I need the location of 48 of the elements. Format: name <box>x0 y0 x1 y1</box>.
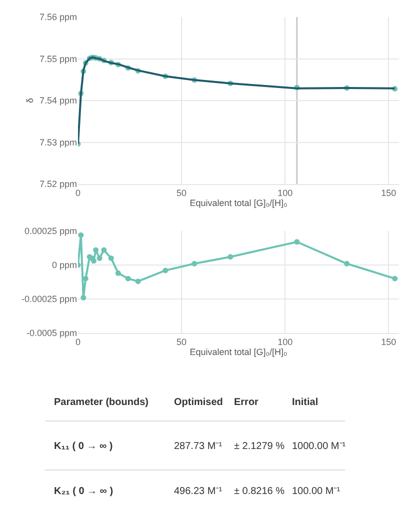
y-axis-title: δ <box>24 98 35 104</box>
point <box>135 278 141 284</box>
point <box>162 268 168 274</box>
x-tick-label: 150 <box>381 336 396 347</box>
point <box>96 255 102 261</box>
y-tick-label: 7.53 ppm <box>39 137 77 148</box>
y-tick-label: 7.56 ppm <box>39 12 77 22</box>
text: 100.00 M⁻¹ <box>292 486 341 497</box>
y-tick-label: 0.00025 ppm <box>24 226 77 236</box>
point <box>101 247 107 253</box>
point <box>125 276 131 282</box>
point <box>115 270 121 276</box>
point <box>392 276 398 282</box>
x-tick-label: 0 <box>75 336 81 347</box>
y-tick-label: -0.00025 ppm <box>21 294 77 304</box>
x-tick-label: 100 <box>278 188 293 198</box>
point <box>294 239 300 245</box>
point <box>80 294 86 300</box>
y-tick-label: 0 ppm <box>52 260 77 270</box>
point <box>344 260 350 266</box>
point <box>192 260 198 266</box>
text: 287.73 M⁻¹ <box>174 441 223 452</box>
x-tick-label: 150 <box>381 188 396 198</box>
text: Optimised <box>174 397 223 408</box>
text: 496.23 M⁻¹ <box>174 486 223 497</box>
x-tick-label: 50 <box>176 336 187 347</box>
x-tick-label: 0 <box>75 188 81 198</box>
text: ± 0.8216 % <box>234 486 285 497</box>
text: Error <box>234 397 259 408</box>
text: K₁₁ ( 0 → ∞ ) <box>54 441 113 452</box>
point <box>228 254 234 260</box>
y-tick-label: 7.54 ppm <box>39 96 77 106</box>
x-tick-label: 100 <box>278 336 293 347</box>
y-tick-label: 7.52 ppm <box>39 179 77 190</box>
point <box>90 258 96 264</box>
point <box>78 232 84 238</box>
point <box>93 247 99 253</box>
text: Parameter (bounds) <box>54 397 148 408</box>
x-tick-label: 50 <box>176 188 187 198</box>
point <box>108 255 114 261</box>
x-axis-title: Equivalent total [G]₀/[H]₀ <box>190 346 288 357</box>
text: ± 2.1279 % <box>234 441 285 452</box>
x-axis-title: Equivalent total [G]₀/[H]₀ <box>190 198 288 208</box>
text: K₂₁ ( 0 → ∞ ) <box>54 486 114 497</box>
y-tick-label: -0.0005 ppm <box>26 328 77 338</box>
text: Initial <box>292 397 318 408</box>
y-tick-label: 7.55 ppm <box>39 54 77 64</box>
text: 1000.00 M⁻¹ <box>292 441 346 452</box>
